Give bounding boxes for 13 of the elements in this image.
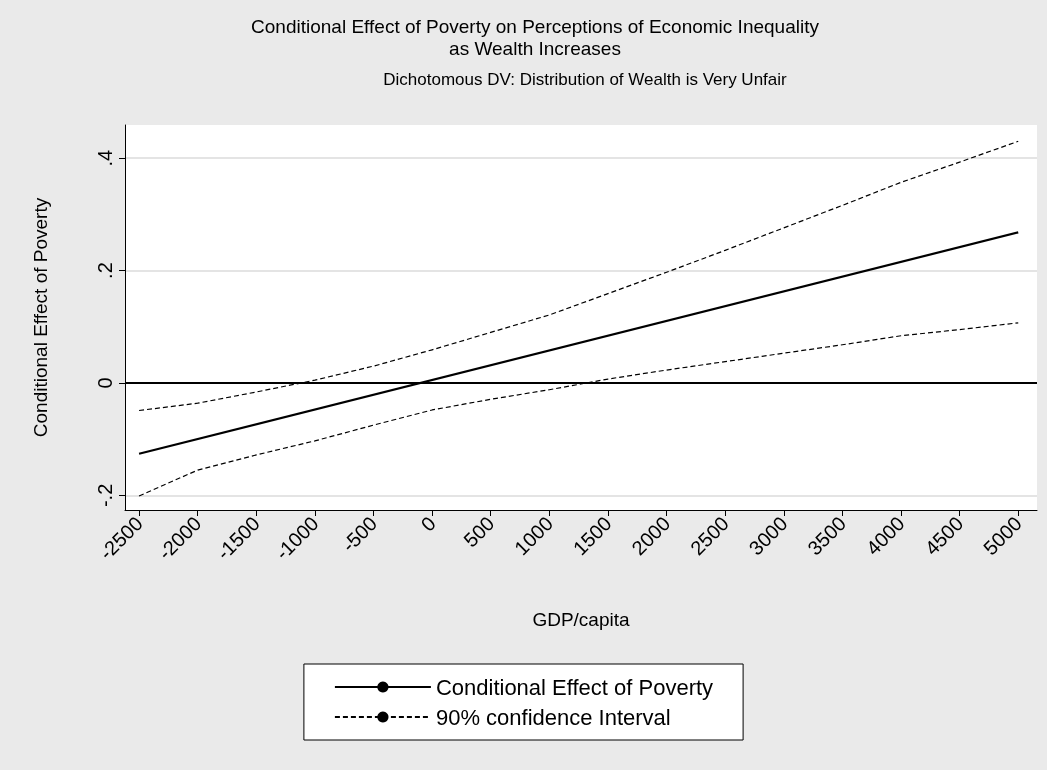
y-tick-label: .4	[94, 149, 116, 167]
x-tick-label: -500	[337, 512, 382, 557]
x-tick-label: 500	[459, 512, 499, 552]
x-axis-title: GDP/capita	[532, 609, 631, 630]
y-axis-title: Conditional Effect of Poverty	[30, 197, 51, 438]
chart-title: Conditional Effect of Poverty on Perceptions of Economic Inequality as Wealth Increases	[251, 15, 820, 59]
legend-label: 90% confidence Interval	[435, 704, 671, 730]
y-tick-label: -.2	[94, 483, 116, 508]
y-tick-label: .2	[94, 262, 116, 279]
chart-subtitle: Dichotomous DV: Distribution of Wealth is Very Unfair	[383, 70, 788, 89]
y-tick-label: 0	[94, 377, 116, 389]
legend-label: Conditional Effect of Poverty	[435, 674, 714, 700]
x-tick-label: 0	[416, 512, 440, 536]
